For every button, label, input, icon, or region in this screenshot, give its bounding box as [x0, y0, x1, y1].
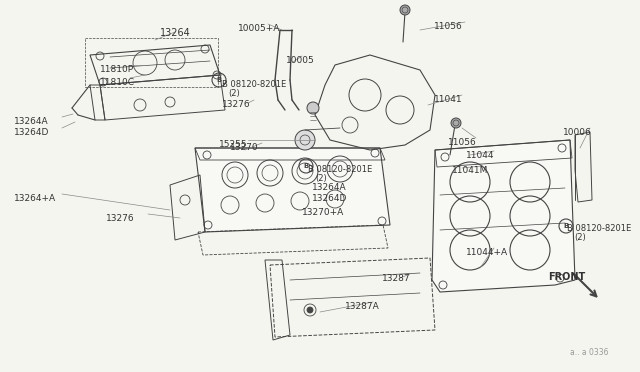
- Circle shape: [451, 118, 461, 128]
- Circle shape: [307, 102, 319, 114]
- Text: 13276: 13276: [222, 100, 251, 109]
- Text: 11041: 11041: [434, 95, 463, 104]
- Text: FRONT: FRONT: [548, 272, 585, 282]
- Text: 13276: 13276: [106, 214, 134, 223]
- Polygon shape: [195, 148, 390, 232]
- Text: 11044: 11044: [466, 151, 495, 160]
- Text: 11810C: 11810C: [100, 78, 135, 87]
- Text: 11044+A: 11044+A: [466, 248, 508, 257]
- Text: 13270+A: 13270+A: [302, 208, 344, 217]
- Text: 10006: 10006: [563, 128, 592, 137]
- Text: (2): (2): [228, 89, 240, 98]
- Text: 11810P: 11810P: [100, 65, 134, 74]
- Text: 13264D: 13264D: [312, 194, 348, 203]
- Circle shape: [307, 307, 313, 313]
- Text: 13287: 13287: [382, 274, 411, 283]
- Text: (2): (2): [315, 174, 327, 183]
- Text: B: B: [563, 223, 568, 229]
- Text: (2): (2): [574, 233, 586, 242]
- Circle shape: [400, 5, 410, 15]
- Text: a.. a 0336: a.. a 0336: [570, 348, 609, 357]
- Text: 13264: 13264: [159, 28, 190, 38]
- Text: 13264A: 13264A: [14, 117, 49, 126]
- Text: 15255: 15255: [219, 140, 248, 149]
- Text: B: B: [216, 77, 221, 83]
- Text: 13264A: 13264A: [312, 183, 347, 192]
- Text: 13287A: 13287A: [345, 302, 380, 311]
- Text: B: B: [303, 163, 308, 169]
- Text: B 08120-8201E: B 08120-8201E: [567, 224, 631, 233]
- Text: 13264D: 13264D: [14, 128, 49, 137]
- Text: 13264+A: 13264+A: [14, 194, 56, 203]
- Text: 10005: 10005: [286, 56, 315, 65]
- Text: 10005+A: 10005+A: [238, 24, 280, 33]
- Text: 11041M: 11041M: [452, 166, 488, 175]
- Text: B 08120-8201E: B 08120-8201E: [308, 165, 372, 174]
- Text: 11056: 11056: [448, 138, 477, 147]
- Text: 11056: 11056: [434, 22, 463, 31]
- Circle shape: [295, 130, 315, 150]
- Polygon shape: [432, 140, 575, 292]
- Text: 13270: 13270: [230, 143, 259, 152]
- Text: B 08120-8201E: B 08120-8201E: [222, 80, 286, 89]
